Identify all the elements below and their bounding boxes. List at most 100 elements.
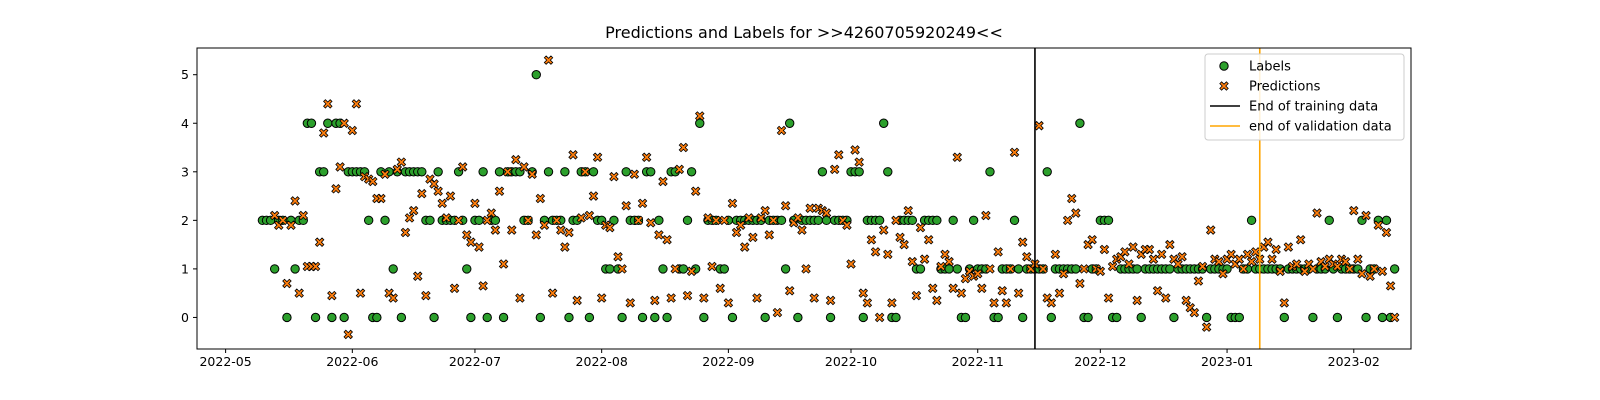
label-point — [498, 312, 509, 323]
label-point — [306, 118, 317, 128]
label-point — [1169, 312, 1179, 323]
prediction-point — [1058, 268, 1069, 279]
prediction-point — [674, 164, 685, 175]
prediction-point — [556, 225, 566, 235]
label-point — [821, 215, 832, 226]
label-point — [609, 215, 619, 226]
prediction-point — [523, 215, 533, 226]
prediction-point — [1234, 254, 1245, 264]
label-point — [879, 118, 889, 128]
prediction-point — [441, 213, 452, 223]
prediction-point — [899, 239, 909, 250]
prediction-point — [805, 203, 815, 213]
prediction-point — [314, 237, 325, 247]
prediction-point — [1022, 251, 1032, 262]
prediction-point — [744, 213, 754, 223]
prediction-point — [470, 198, 480, 209]
label-point — [760, 312, 770, 323]
prediction-point — [290, 196, 300, 206]
prediction-point — [310, 261, 321, 272]
label-point — [363, 215, 374, 226]
prediction-point — [739, 242, 750, 252]
prediction-point — [298, 210, 309, 221]
prediction-point — [457, 162, 468, 172]
x-tick-label: 2022-07 — [449, 354, 501, 369]
legend-label: Predictions — [1249, 80, 1321, 95]
chart-title: Predictions and Labels for >>42607059202… — [605, 23, 1003, 42]
prediction-point — [752, 293, 762, 303]
prediction-point — [768, 215, 779, 226]
prediction-point — [335, 162, 345, 172]
label-point — [564, 312, 574, 323]
prediction-point — [1246, 256, 1257, 267]
prediction-point — [412, 271, 423, 281]
prediction-point — [1365, 271, 1375, 281]
label-point — [1246, 215, 1257, 226]
prediction-point — [862, 298, 873, 308]
prediction-point — [911, 290, 922, 301]
label-point — [646, 167, 656, 177]
prediction-point — [331, 184, 341, 194]
prediction-point — [445, 191, 456, 201]
label-point — [825, 312, 836, 323]
prediction-point — [339, 118, 349, 129]
x-tick-label: 2022-05 — [199, 354, 251, 369]
prediction-point — [531, 230, 542, 240]
legend-label: end of validation data — [1249, 120, 1392, 135]
prediction-point — [494, 186, 505, 196]
prediction-point — [1066, 193, 1077, 204]
prediction-point — [645, 218, 656, 228]
label-point — [1013, 264, 1024, 274]
prediction-point — [1267, 254, 1277, 264]
prediction-point — [932, 295, 942, 306]
label-point — [339, 312, 349, 323]
y-tick-label: 3 — [181, 164, 189, 179]
prediction-point — [866, 235, 877, 245]
label-point — [932, 215, 942, 226]
prediction-point — [952, 152, 963, 162]
prediction-point — [564, 227, 574, 238]
prediction-point — [605, 222, 615, 233]
prediction-point — [1128, 242, 1138, 252]
label-point — [310, 312, 321, 323]
prediction-point — [613, 251, 623, 262]
prediction-point — [707, 261, 717, 272]
label-point — [425, 215, 435, 226]
prediction-point — [547, 288, 558, 298]
prediction-point — [506, 225, 517, 235]
prediction-point — [519, 162, 529, 172]
prediction-point — [1062, 215, 1073, 226]
prediction-point — [870, 247, 881, 257]
prediction-point — [874, 312, 885, 323]
label-point — [323, 118, 333, 128]
prediction-point — [793, 213, 803, 223]
prediction-point — [727, 198, 738, 209]
prediction-point — [1001, 298, 1012, 308]
prediction-point — [654, 230, 664, 240]
prediction-point — [1177, 251, 1187, 262]
label-point — [1308, 312, 1318, 323]
prediction-point — [1005, 264, 1016, 274]
prediction-point — [670, 264, 681, 274]
prediction-point — [1218, 268, 1228, 279]
prediction-point — [572, 295, 582, 306]
prediction-point — [392, 164, 403, 175]
label-point — [944, 264, 954, 274]
prediction-point — [1152, 285, 1163, 296]
prediction-point — [417, 188, 427, 199]
label-point — [1165, 264, 1175, 274]
prediction-point — [690, 186, 701, 196]
label-point — [1075, 118, 1085, 128]
label-point — [1381, 215, 1392, 226]
prediction-point — [658, 176, 668, 187]
legend: Labels Predictions End of training data end… — [1204, 53, 1405, 141]
prediction-point — [1214, 256, 1224, 267]
x-tick-label: 2022-11 — [952, 354, 1004, 369]
label-point — [695, 118, 705, 128]
label-point — [1083, 312, 1093, 323]
label-point — [1042, 167, 1052, 177]
label-point — [433, 167, 443, 177]
prediction-point — [723, 298, 734, 308]
prediction-point — [1144, 244, 1155, 255]
prediction-point — [662, 235, 672, 245]
